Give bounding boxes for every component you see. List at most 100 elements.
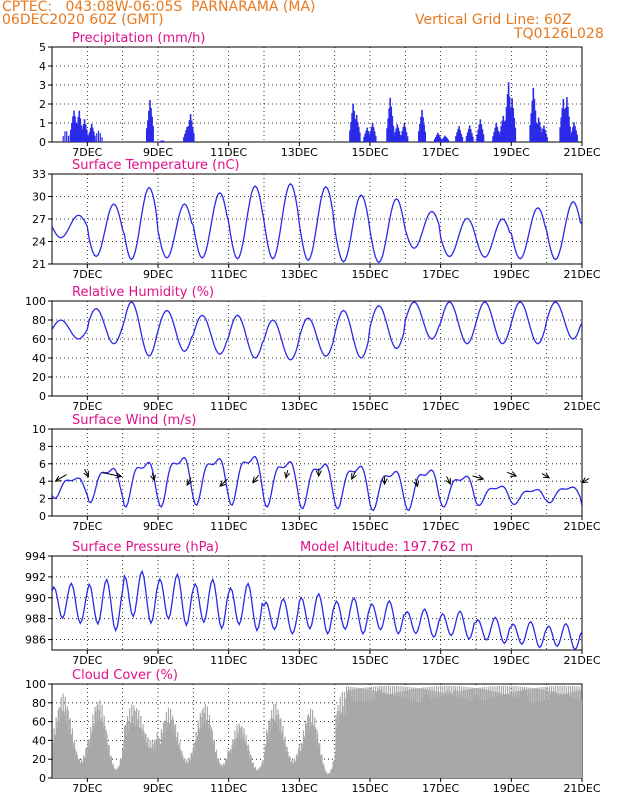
precip-bar	[352, 103, 354, 142]
wind-arrow	[151, 472, 155, 481]
cloud-bar	[162, 722, 165, 778]
cloud-bar	[404, 686, 406, 778]
cloud-bar	[370, 699, 372, 778]
cloud-bar	[427, 689, 430, 778]
cloud-bar	[179, 741, 181, 778]
wind-arrow-head	[54, 475, 62, 482]
precip-bar	[64, 131, 66, 142]
cloud-bar	[155, 739, 158, 778]
cloud-bar	[422, 698, 424, 778]
x-tick-label: 21DEC	[563, 782, 600, 795]
cloud-bar	[433, 686, 435, 778]
precip-bar	[67, 135, 70, 142]
precip-bar	[406, 136, 409, 142]
cloud-bar	[530, 687, 532, 778]
cloud-bar	[333, 761, 335, 778]
cloud-bar	[76, 755, 78, 778]
precip-bar	[530, 113, 533, 142]
cloud-bar	[83, 757, 85, 778]
cloud-bar	[94, 706, 96, 778]
cloud-bar	[438, 692, 440, 778]
cloud-bar	[350, 696, 353, 778]
cloud-bar	[529, 701, 531, 778]
cloud-bar	[90, 727, 92, 778]
wind-arrow	[581, 478, 590, 484]
wind-arrow	[472, 475, 484, 480]
cloud-bar	[382, 692, 384, 778]
cloud-bar	[181, 750, 183, 778]
wind-arrow	[219, 478, 228, 487]
precip-bar	[76, 132, 78, 142]
cloud-bar	[133, 705, 135, 778]
precip-bar	[374, 135, 377, 142]
cloud-bar	[447, 694, 449, 778]
precip-bar	[456, 132, 458, 142]
cloud-bar	[351, 689, 353, 778]
cloud-bar	[65, 709, 67, 778]
cloud-bar	[316, 729, 318, 778]
cloud-bar	[228, 752, 230, 778]
y-tick-label: 40	[32, 734, 46, 747]
cloud-bar	[168, 722, 170, 778]
cloud-bar	[531, 688, 534, 778]
cloud-bar	[456, 686, 459, 778]
cloud-bar	[174, 725, 176, 778]
precip-bar	[421, 109, 423, 142]
cloud-bar	[548, 686, 550, 778]
cloud-bar	[243, 728, 245, 778]
cloud-bar	[488, 690, 490, 778]
cloud-bar	[176, 737, 178, 778]
cloud-bar	[191, 752, 193, 778]
cloud-bar	[468, 700, 470, 778]
wind-arrow	[285, 469, 289, 478]
y-tick-label: 3	[39, 79, 46, 92]
cloud-bar	[160, 743, 162, 778]
precip-bar	[468, 125, 471, 142]
precip-bar	[482, 134, 485, 142]
cloud-bar	[388, 694, 390, 778]
precip-bar	[83, 131, 85, 142]
precip-bar	[66, 131, 68, 142]
wind-arrow	[351, 471, 356, 480]
y-tick-label: 2	[39, 493, 46, 506]
precip-bar	[576, 134, 578, 142]
cloud-bar	[512, 696, 514, 778]
precip-bar	[394, 131, 396, 142]
cloud-bar	[415, 702, 418, 778]
cloud-bar	[336, 711, 338, 778]
precip-bar	[507, 82, 510, 142]
cloud-bar	[124, 725, 126, 778]
precip-bar	[398, 131, 401, 142]
cloud-bar	[485, 699, 487, 778]
cloud-bar	[541, 700, 543, 778]
cloud-bar	[354, 687, 356, 778]
cloud-bar	[102, 728, 105, 778]
x-tick-label: 19DEC	[493, 268, 530, 281]
x-tick-label: 21DEC	[563, 400, 600, 413]
precip-bar	[82, 136, 84, 142]
cloud-bar	[473, 688, 475, 778]
precip-bar	[479, 119, 482, 142]
cloud-bar	[516, 697, 518, 778]
cloud-bar	[263, 759, 265, 778]
cloud-bar	[472, 699, 474, 778]
cloud-bar	[423, 689, 425, 778]
y-tick-label: 100	[25, 295, 46, 308]
cloud-bar	[117, 766, 119, 778]
cloud-bar	[553, 692, 555, 778]
cloud-bar	[506, 693, 508, 778]
cloud-bar	[122, 749, 124, 778]
cloud-bar	[271, 709, 273, 778]
cloud-bar	[579, 699, 581, 778]
cloud-bar	[280, 717, 282, 778]
cloud-bar	[409, 700, 411, 778]
precip-bar	[401, 130, 404, 142]
wind-arrow-head	[581, 477, 589, 484]
cloud-bar	[341, 712, 343, 778]
wind-arrow-head	[381, 478, 388, 486]
cloud-bar	[478, 688, 480, 778]
cloud-bar	[504, 685, 507, 778]
precip-bar	[534, 133, 537, 142]
precip-bar	[367, 131, 370, 142]
cloud-bar	[295, 754, 297, 778]
